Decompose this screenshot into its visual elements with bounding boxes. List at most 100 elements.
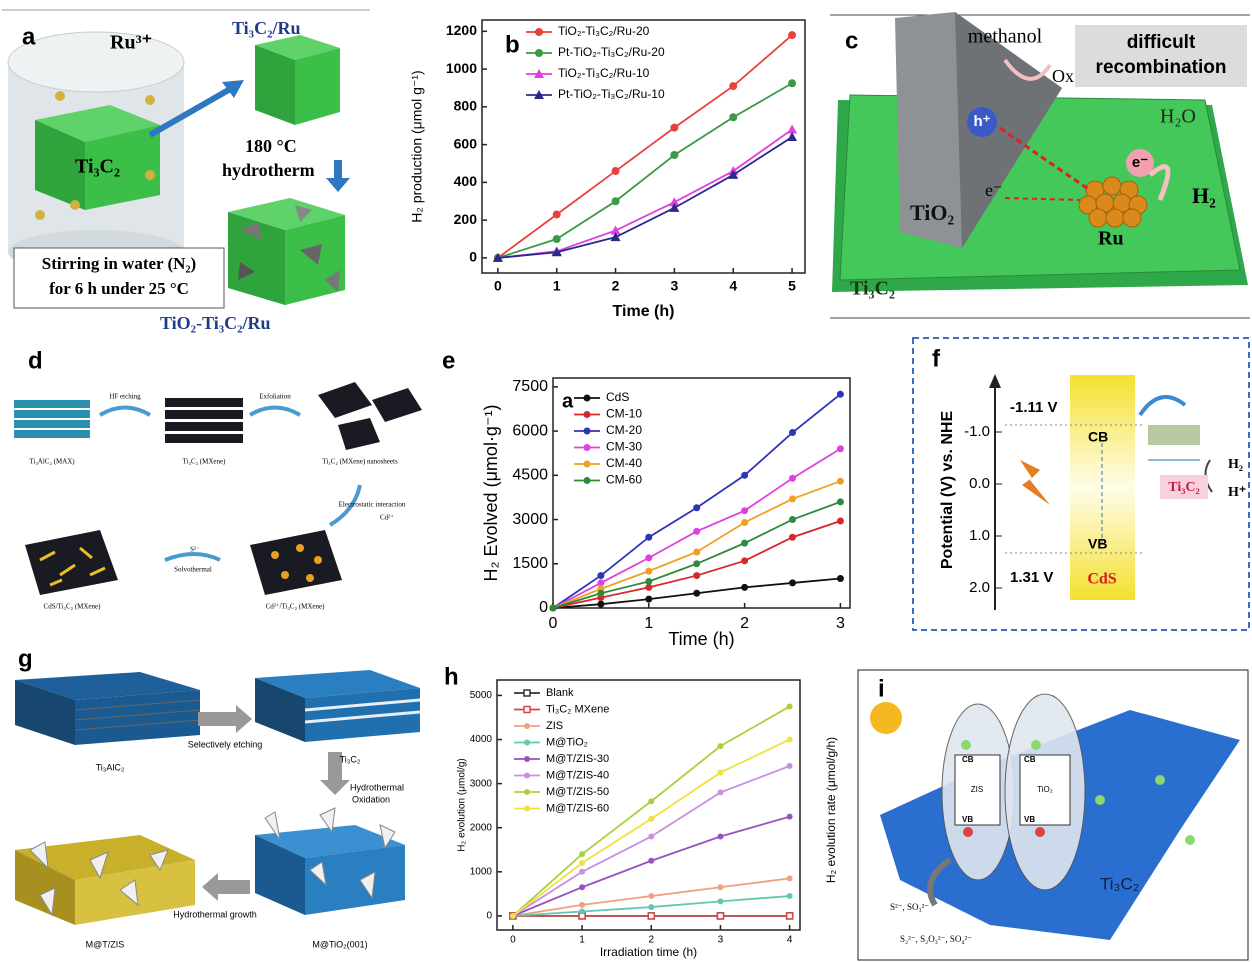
- flake: [238, 262, 255, 280]
- marker: [648, 798, 655, 805]
- label: TiO₂-Ti₃C₂/Ru: [160, 313, 271, 333]
- ti3c2-box: [1160, 475, 1208, 499]
- marker: [717, 833, 724, 840]
- marker: [693, 560, 701, 568]
- axis-arrow: [989, 374, 1001, 388]
- reaction-arrow: [1148, 164, 1171, 201]
- label: hydrotherm: [222, 160, 315, 180]
- marker: [789, 533, 797, 541]
- marker: [535, 49, 543, 57]
- marker: [524, 723, 530, 729]
- stack-left: [255, 45, 295, 125]
- arrow: [164, 552, 221, 562]
- zis-gap: [954, 754, 1001, 826]
- marker: [583, 411, 591, 418]
- series-line: [497, 136, 793, 259]
- label: ZIS: [971, 785, 983, 794]
- marker: [786, 813, 793, 820]
- x-tick-label: 0: [549, 615, 558, 632]
- label: 180 °C: [245, 136, 297, 156]
- label: Oxidation: [352, 794, 390, 804]
- label: for 6 h under 25 °C: [49, 279, 189, 298]
- ru-cluster: [1078, 176, 1148, 228]
- marker: [836, 517, 844, 525]
- y-tick-label: 4000: [470, 734, 493, 745]
- label: VB: [1024, 815, 1035, 824]
- series-line: [512, 815, 790, 917]
- marker: [549, 604, 557, 612]
- label: TiO₂: [1037, 785, 1053, 794]
- marker: [729, 82, 738, 91]
- marker: [524, 739, 530, 746]
- label: Ti₃C₂: [340, 754, 361, 764]
- arrow: [248, 405, 302, 417]
- x-tick-label: 2: [612, 278, 620, 294]
- legend-label: TiO₂-Ti₃C₂/Ru-10: [558, 66, 650, 80]
- label: Ti₃C₂: [1168, 480, 1199, 495]
- arrow: [198, 712, 238, 726]
- legend-label: Pt-TiO₂-Ti₃C₂/Ru-10: [558, 87, 665, 101]
- particle: [55, 91, 65, 101]
- x-axis-label: Irradiation time (h): [600, 945, 697, 959]
- label: Ti₃AlC₂: [96, 762, 125, 772]
- marker: [579, 884, 586, 891]
- label: Ru: [1098, 228, 1124, 250]
- x-tick-label: 5: [788, 278, 796, 294]
- marker: [786, 875, 793, 882]
- marker: [509, 912, 516, 919]
- marker: [789, 429, 797, 437]
- series-line: [497, 82, 793, 259]
- label: Ti₃C₂/Ru: [232, 18, 300, 38]
- label: e⁻: [985, 180, 1003, 200]
- legend-label: CdS: [606, 390, 629, 404]
- y-tick-label: 5000: [470, 690, 493, 701]
- plot-frame: [481, 19, 806, 274]
- label: Hydrothermal growth: [173, 909, 257, 919]
- max-stack: [15, 672, 200, 745]
- marker: [741, 539, 749, 547]
- flake: [240, 222, 262, 240]
- panel-g: g Ti₃AlC₂ Selectively etching Ti₃C₂ Hydr…: [15, 645, 421, 949]
- y-tick-label: 3000: [470, 778, 493, 789]
- legend-label: Blank: [546, 687, 574, 699]
- y-tick-label: 600: [454, 135, 478, 151]
- panel-label: a: [22, 23, 36, 50]
- marker: [693, 504, 701, 512]
- marker: [534, 69, 544, 78]
- label: -1.11 V: [1010, 399, 1058, 416]
- nanosheet: [318, 382, 372, 418]
- nanosheet: [372, 388, 422, 422]
- cube-left: [35, 120, 85, 210]
- label: CdS/Ti₃C₂ (MXene): [44, 603, 102, 611]
- y-tick-label: 2000: [470, 822, 493, 833]
- legend-label: CM-40: [606, 456, 642, 470]
- arrow: [328, 484, 362, 527]
- marker: [693, 548, 701, 556]
- legend-label: TiO₂-Ti₃C₂/Ru-20: [558, 24, 650, 38]
- panel-a: a Ru³⁺ Ti₃C₂/Ru Ti₃C₂ 180 °C hydrotherm …: [2, 9, 370, 333]
- marker: [645, 533, 653, 541]
- marker: [693, 589, 701, 597]
- marker: [669, 197, 680, 207]
- y-tick-label: 4500: [512, 467, 548, 484]
- marker: [579, 868, 586, 875]
- panel-label: h: [444, 663, 459, 690]
- marker: [583, 394, 591, 402]
- cube-top: [35, 105, 160, 142]
- marker: [524, 756, 530, 762]
- panel-label: f: [932, 345, 941, 372]
- marker: [534, 90, 544, 99]
- marker: [717, 884, 724, 891]
- label: Ti₃C₂: [850, 278, 895, 300]
- x-tick-label: 4: [787, 935, 793, 946]
- panel-label: i: [878, 675, 885, 702]
- electron: [1185, 835, 1195, 845]
- y-tick-label: 3000: [512, 511, 548, 528]
- marker: [836, 477, 844, 485]
- label: Solvothermal: [174, 566, 212, 574]
- label: Electrostatic interaction: [339, 501, 406, 509]
- label: H₂O: [1160, 106, 1196, 128]
- arrow-head: [326, 178, 350, 192]
- marker: [492, 252, 503, 262]
